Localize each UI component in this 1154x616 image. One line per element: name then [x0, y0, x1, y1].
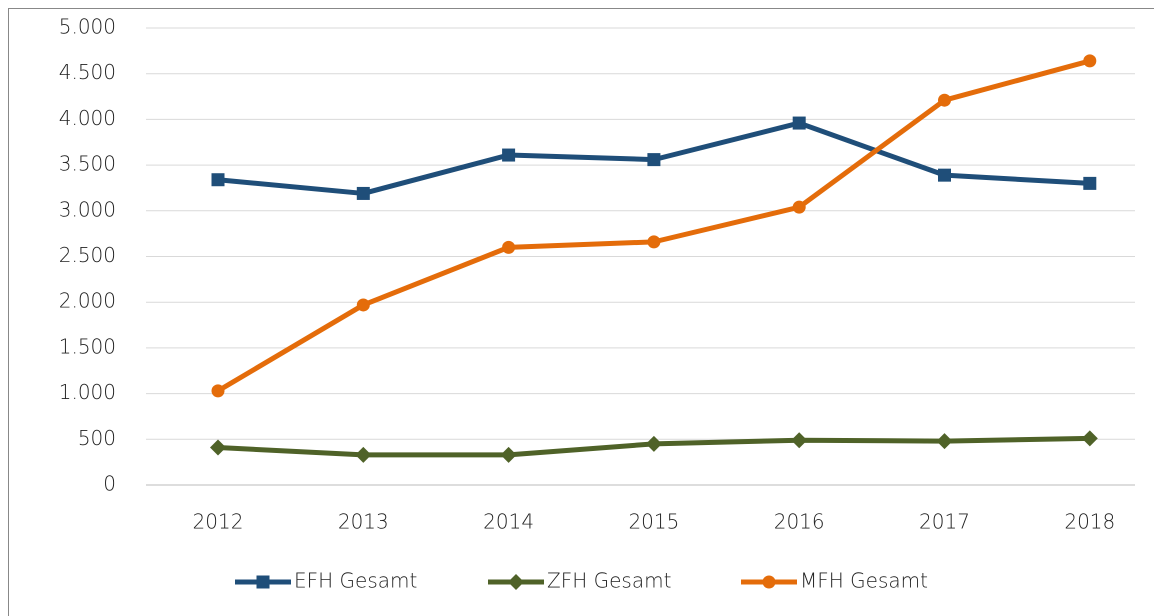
point-marker [502, 240, 516, 254]
y-tick-label: 4.500 [59, 60, 116, 84]
y-tick-label: 2.000 [59, 289, 116, 313]
point-marker [1083, 54, 1097, 68]
x-tick-label: 2014 [483, 510, 534, 534]
y-tick-label: 4.000 [59, 106, 116, 130]
point-marker [938, 168, 951, 182]
point-marker [211, 173, 225, 187]
legend-marker [256, 575, 270, 589]
point-marker [791, 432, 808, 449]
point-marker [645, 435, 662, 452]
point-marker [355, 446, 372, 463]
legend-label: ZFH Gesamt [547, 569, 671, 593]
point-marker [1081, 430, 1098, 447]
point-marker [1083, 176, 1097, 190]
point-marker [936, 433, 953, 450]
y-tick-label: 5.000 [59, 15, 116, 39]
legend-marker [508, 574, 524, 590]
y-tick-label: 3.500 [59, 152, 116, 176]
legend-label: EFH Gesamt [294, 569, 417, 593]
point-marker [647, 153, 661, 167]
x-tick-label: 2018 [1064, 510, 1115, 534]
point-marker [647, 235, 661, 249]
x-tick-label: 2016 [774, 510, 825, 534]
point-marker [792, 200, 806, 214]
y-tick-label: 2.500 [59, 243, 116, 267]
legend-marker [762, 575, 776, 589]
point-marker [356, 186, 370, 200]
x-tick-label: 2013 [338, 510, 389, 534]
point-marker [356, 298, 370, 312]
legend-label: MFH Gesamt [800, 569, 928, 593]
x-tick-label: 2015 [628, 510, 679, 534]
x-tick-label: 2017 [919, 510, 970, 534]
point-marker [938, 93, 951, 107]
x-tick-label: 2012 [193, 510, 244, 534]
point-marker [792, 116, 806, 130]
y-tick-label: 500 [78, 426, 116, 450]
y-tick-label: 1.000 [59, 380, 116, 404]
y-tick-label: 1.500 [59, 334, 116, 358]
point-marker [502, 148, 516, 162]
point-marker [210, 439, 226, 456]
y-tick-label: 0 [103, 472, 116, 496]
y-tick-label: 3.000 [59, 197, 116, 221]
point-marker [500, 446, 517, 463]
chart-border [8, 8, 1154, 616]
point-marker [211, 384, 225, 398]
